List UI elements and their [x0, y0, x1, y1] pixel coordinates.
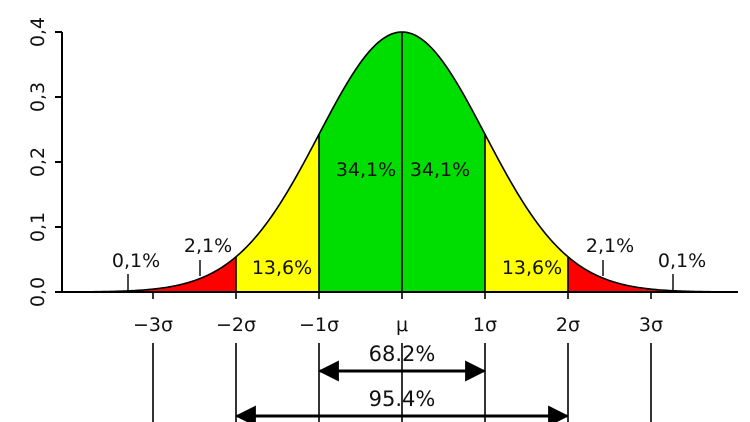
x-tick-label-1: −2σ: [216, 314, 256, 336]
y-tick-label-0: 0,0: [27, 277, 49, 307]
y-tick-label-2: 0,2: [27, 147, 49, 177]
x-tick-label-3: μ: [396, 314, 408, 336]
axes: 0,0 0,1 0,2 0,3 0,4 −3σ −2σ −1σ μ 1σ 2σ 3σ: [27, 17, 738, 422]
region-label-2: 13,6%: [252, 257, 312, 279]
region-2: [236, 32, 319, 292]
sigma-dividers: [235, 32, 569, 292]
range-label-1: 95.4%: [369, 387, 436, 411]
x-tick-label-2: −1σ: [299, 314, 339, 336]
y-tick-label-4: 0,4: [27, 17, 49, 47]
density-curve: [78, 31, 726, 293]
range-arrows: 68.2% 95.4%: [234, 342, 570, 422]
x-tick-label-0: −3σ: [133, 314, 173, 336]
x-tick-label-5: 2σ: [556, 314, 580, 336]
region-label-0: 0,1%: [112, 250, 160, 272]
x-tick-label-6: 3σ: [639, 314, 663, 336]
y-tick-label-3: 0,3: [27, 82, 49, 112]
x-tick-label-4: 1σ: [473, 314, 497, 336]
region-label-7: 0,1%: [658, 250, 706, 272]
region-label-5: 13,6%: [502, 257, 562, 279]
region-label-6: 2,1%: [586, 235, 634, 257]
region-label-4: 34,1%: [410, 159, 470, 181]
y-tick-label-1: 0,1: [27, 212, 49, 242]
region-5: [485, 32, 568, 292]
percent-labels: 0,1% 2,1% 13,6% 34,1% 34,1% 13,6% 2,1% 0,1%: [112, 159, 706, 292]
region-label-1: 2,1%: [184, 235, 232, 257]
region-label-3: 34,1%: [336, 159, 396, 181]
range-label-0: 68.2%: [369, 342, 436, 366]
